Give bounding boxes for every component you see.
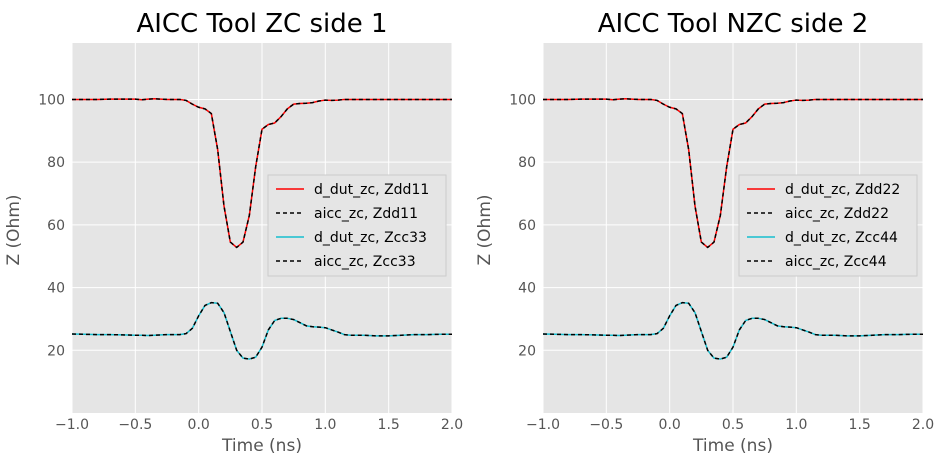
x-axis-label: Time (ns) — [692, 436, 773, 456]
chart-panel-nzc-side-2: −1.0 −0.5 0.0 0.5 1.0 1.5 2.0 20 40 60 80 100 AICC T… — [475, 9, 934, 456]
x-tick-label: 0.0 — [188, 417, 210, 433]
legend-label: d_dut_zc, Zcc33 — [314, 230, 427, 246]
legend: d_dut_zc, Zdd22 aicc_zc, Zdd22 d_dut_zc, Z… — [738, 174, 918, 277]
legend-frame — [738, 174, 918, 277]
x-tick-label: 2.0 — [441, 417, 463, 433]
series-line-aicc-zc-zcc44 — [543, 301, 923, 360]
y-tick-label: 20 — [47, 343, 65, 359]
x-tick-label: 1.0 — [785, 417, 807, 433]
y-axis-label: Z (Ohm) — [4, 194, 24, 265]
x-tick-label: 0.5 — [251, 417, 273, 433]
legend: d_dut_zc, Zdd11 aicc_zc, Zdd11 d_dut_zc, Z… — [267, 174, 447, 277]
x-tick-label: 0.5 — [722, 417, 744, 433]
x-axis-label: Time (ns) — [221, 436, 302, 456]
series-group — [543, 98, 923, 360]
series-line-aicc-zc-zdd11 — [72, 98, 452, 249]
x-tick-label: −0.5 — [589, 417, 623, 433]
x-tick-label: −1.0 — [55, 417, 89, 433]
grid — [542, 43, 924, 413]
y-tick-label: 20 — [518, 343, 536, 359]
y-tick-label: 80 — [47, 155, 65, 171]
x-tick-label: 1.0 — [314, 417, 336, 433]
chart-panel-zc-side-1: −1.0 −0.5 0.0 0.5 1.0 1.5 2.0 20 40 60 80 100 AICC T… — [4, 9, 463, 456]
x-tick-label: 2.0 — [912, 417, 934, 433]
y-tick-label: 80 — [518, 155, 536, 171]
y-tick-label: 100 — [38, 92, 65, 108]
chart-title: AICC Tool ZC side 1 — [136, 9, 387, 39]
legend-label: aicc_zc, Zcc44 — [785, 254, 887, 270]
chart-title: AICC Tool NZC side 2 — [598, 9, 869, 39]
x-tick-label: 0.0 — [659, 417, 681, 433]
legend-label: aicc_zc, Zdd22 — [785, 206, 889, 222]
x-tick-label: −0.5 — [118, 417, 152, 433]
legend-label: d_dut_zc, Zdd22 — [785, 182, 900, 198]
legend-label: d_dut_zc, Zdd11 — [314, 182, 429, 198]
legend-label: aicc_zc, Zdd11 — [314, 206, 418, 222]
x-tick-label: 1.5 — [378, 417, 400, 433]
x-tick-label: 1.5 — [849, 417, 871, 433]
y-tick-label: 60 — [518, 218, 536, 234]
legend-label: d_dut_zc, Zcc44 — [785, 230, 898, 246]
series-line-aicc-zc-zdd22 — [543, 98, 923, 249]
series-line-aicc-zc-zcc33 — [72, 301, 452, 360]
y-tick-label: 40 — [47, 281, 65, 297]
legend-frame — [267, 174, 447, 277]
x-tick-label: −1.0 — [526, 417, 560, 433]
y-tick-label: 100 — [509, 92, 536, 108]
y-axis-label: Z (Ohm) — [475, 194, 495, 265]
series-group — [72, 98, 452, 360]
legend-label: aicc_zc, Zcc33 — [314, 254, 416, 270]
y-tick-label: 40 — [518, 281, 536, 297]
y-tick-label: 60 — [47, 218, 65, 234]
